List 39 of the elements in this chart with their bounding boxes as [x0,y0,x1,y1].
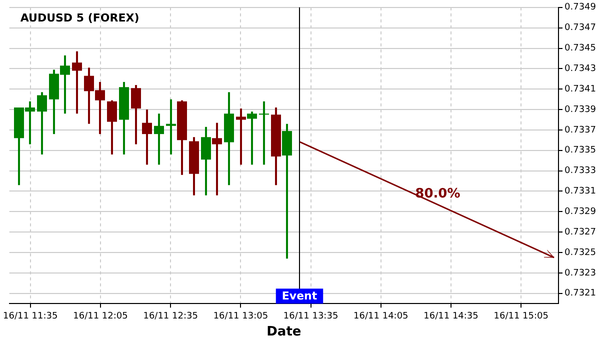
x-axis-title: Date [266,324,302,340]
ref-line-label: Event [282,289,318,302]
x-tick-label: 16/11 12:35 [143,311,198,322]
y-tick-label: 0.7339 [564,104,596,115]
candlestick [212,122,222,196]
x-tick-label: 16/11 15:05 [494,311,548,322]
y-tick-label: 0.7335 [564,146,596,156]
annotation: 80.0% [415,186,460,202]
candlestick [107,99,117,156]
y-tick-label: 0.7345 [564,44,596,54]
y-tick-label: 0.7321 [564,288,596,299]
candlestick [236,108,246,166]
y-tick-label: 0.7341 [564,84,596,94]
candlestick [142,108,152,166]
x-tick-label: 16/11 13:35 [283,311,338,322]
y-tick-label: 0.7333 [564,166,596,176]
y-tick-label: 0.7323 [564,268,596,278]
candlestick [201,126,211,196]
y-tick-label: 0.7329 [564,207,596,218]
y-tick-label: 0.7325 [564,248,596,258]
x-tick-label: 16/11 14:05 [354,311,408,322]
chart-title: AUDUSD 5 (FOREX) [20,11,140,24]
candlestick [247,110,257,166]
y-tick-label: 0.7337 [564,125,596,136]
candlestick [166,98,176,156]
y-tick-label: 0.7347 [564,23,596,34]
candlestick [259,100,269,166]
y-tick-label: 0.7327 [564,227,596,238]
candlestick [131,84,141,146]
y-tick-label: 0.7343 [564,64,596,74]
x-tick-label: 16/11 13:05 [213,311,268,322]
x-tick-label: 16/11 12:05 [73,311,128,322]
y-tick-label: 0.7349 [564,2,596,13]
candlestick [37,91,47,156]
x-tick-label: 16/11 14:35 [424,311,478,322]
candlestick [72,50,82,115]
x-tick-label: 16/11 11:35 [3,311,58,322]
candlestick [154,112,164,166]
y-tick-label: 0.7331 [564,186,596,197]
